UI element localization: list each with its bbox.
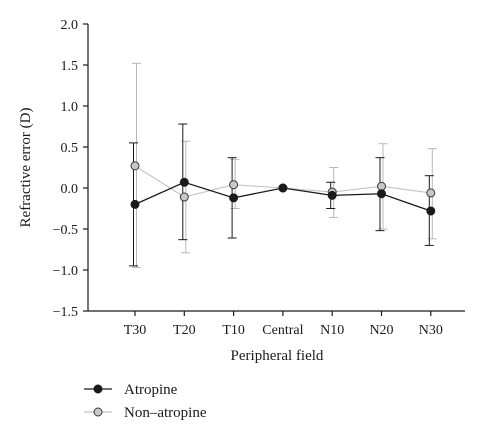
y-tick-label: 1.0 xyxy=(61,100,79,115)
y-tick-label: 0.0 xyxy=(61,182,79,197)
x-axis-title: Peripheral field xyxy=(231,348,324,364)
error-bars xyxy=(129,62,437,269)
x-tick-label: T20 xyxy=(173,323,196,338)
legend-label: Atropine xyxy=(124,382,178,398)
y-tick-label: −0.5 xyxy=(53,223,78,238)
legend-label: Non–atropine xyxy=(124,405,207,421)
x-tick-label: Central xyxy=(262,323,303,338)
axes: −1.5 −1.0 −0.5 0.0 0.5 1.0 1.5 2.0 T30 T20 T10 Cent… xyxy=(53,18,465,338)
atropine-point xyxy=(327,190,337,200)
x-tick-label: N10 xyxy=(320,323,344,338)
x-tick-label: T10 xyxy=(222,323,245,338)
non-atropine-point xyxy=(229,180,239,190)
atropine-point xyxy=(229,193,239,203)
y-tick-label: 0.5 xyxy=(61,141,79,156)
atropine-point xyxy=(130,199,140,209)
non-atropine-point xyxy=(426,188,436,198)
atropine-point xyxy=(278,183,288,193)
y-tick-label: 2.0 xyxy=(61,18,79,33)
atropine-point xyxy=(377,189,386,199)
legend-marker xyxy=(93,384,103,394)
x-tick-label: N30 xyxy=(419,323,443,338)
data-points xyxy=(130,161,436,216)
non-atropine-point xyxy=(179,192,189,202)
non-atropine-point xyxy=(377,181,386,191)
atropine-point xyxy=(426,206,436,216)
y-axis-title: Refractive error (D) xyxy=(18,108,34,228)
legend: Atropine Non–atropine xyxy=(84,382,207,421)
non-atropine-point xyxy=(130,161,140,171)
y-tick-label: 1.5 xyxy=(61,59,79,74)
y-tick-label: −1.0 xyxy=(53,264,78,279)
y-tick-label: −1.5 xyxy=(53,305,78,320)
legend-marker xyxy=(93,407,103,417)
x-tick-label: T30 xyxy=(124,323,147,338)
x-tick-label: N20 xyxy=(369,323,393,338)
atropine-point xyxy=(179,177,189,187)
